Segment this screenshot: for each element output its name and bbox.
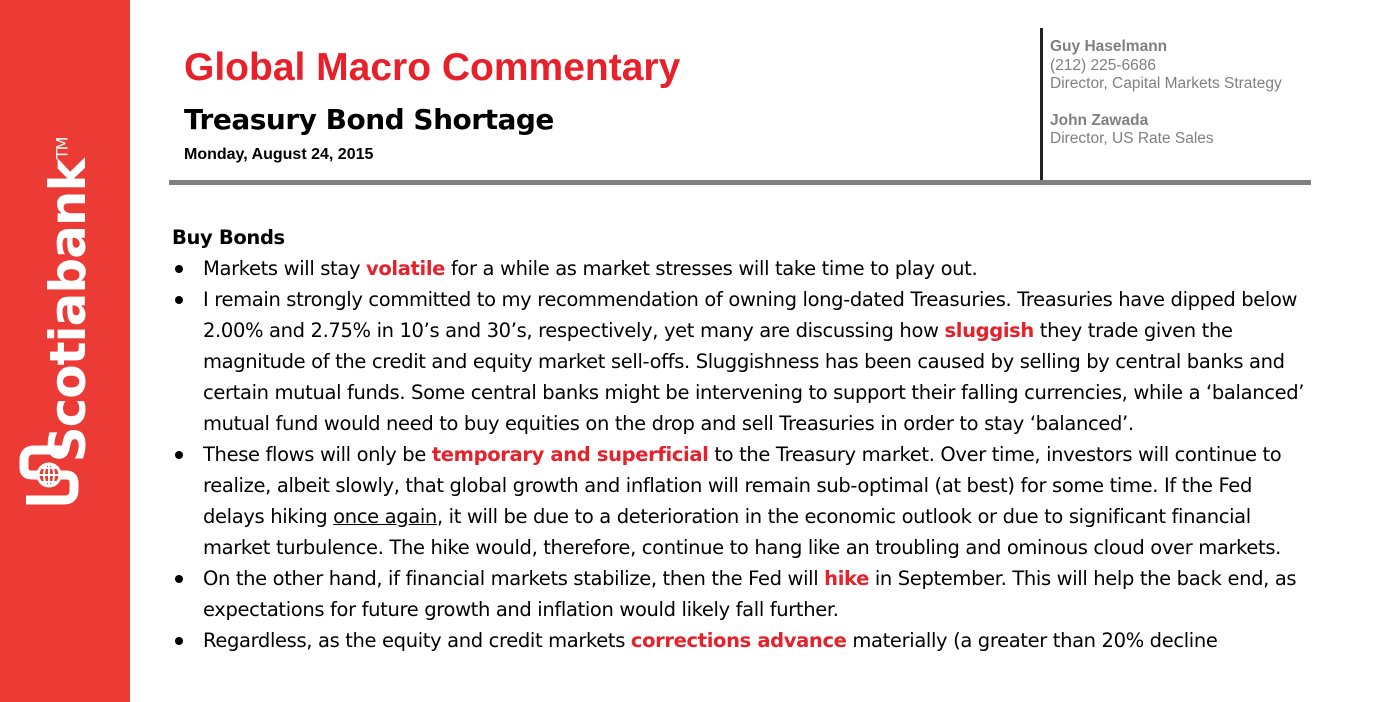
commentary-body: Buy Bonds Markets will stay volatile for… [172, 222, 1312, 656]
document-subtitle: Treasury Bond Shortage [184, 103, 554, 136]
brand-sidebar: ScotiabankTM [0, 0, 130, 702]
bullet-icon [175, 637, 183, 645]
underlined-text: once again [333, 505, 437, 528]
bullet-item: These flows will only be temporary and s… [172, 439, 1312, 563]
bullet-icon [175, 296, 183, 304]
publication-date: Monday, August 24, 2015 [184, 146, 374, 163]
bullet-item: Markets will stay volatile for a while a… [172, 253, 1312, 284]
highlight-text: hike [824, 567, 869, 590]
highlight-text: sluggish [944, 319, 1034, 342]
bullet-icon [175, 265, 183, 273]
bullet-icon [175, 575, 183, 583]
author-title: Director, US Rate Sales [1050, 130, 1214, 147]
scotiabank-logo-icon [19, 445, 79, 505]
bullet-icon [175, 451, 183, 459]
brand-wordmark: ScotiabankTM [39, 137, 97, 463]
highlight-text: volatile [365, 257, 446, 280]
author-phone: (212) 225-6686 [1050, 56, 1156, 74]
trademark-mark: TM [52, 137, 72, 160]
section-title: Buy Bonds [172, 226, 285, 249]
bullet-item: I remain strongly committed to my recomm… [172, 284, 1312, 439]
bullet-item: Regardless, as the equity and credit mar… [172, 625, 1312, 656]
header-rule [169, 180, 1311, 185]
document-title: Global Macro Commentary [184, 46, 681, 89]
author-name: Guy Haselmann [1050, 38, 1168, 55]
highlight-text: temporary and superficial [431, 443, 709, 466]
author-title: Director, Capital Markets Strategy [1050, 75, 1282, 92]
header-divider [1040, 28, 1043, 180]
authors-block: Guy Haselmann (212) 225-6686 Director, C… [1050, 38, 1282, 149]
author-name: John Zawada [1050, 111, 1149, 129]
bullet-item: On the other hand, if financial markets … [172, 563, 1312, 625]
highlight-text: corrections advance [630, 629, 847, 652]
